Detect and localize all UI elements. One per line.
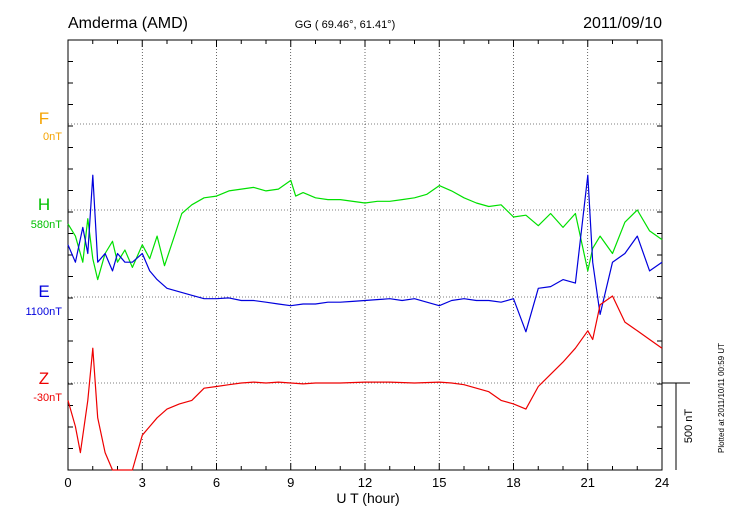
x-tick-labels: 0 3 6 9 12 15 18 21 24 bbox=[64, 475, 669, 490]
plotted-note: Plotted at 2011/10/11 00:59 UT bbox=[717, 343, 726, 453]
series-line-H bbox=[67, 179, 663, 281]
x-tick-label: 15 bbox=[432, 475, 446, 490]
coordinates-label: GG ( 69.46°, 61.41°) bbox=[295, 19, 396, 31]
baseline-label-Z: -30nT bbox=[33, 392, 62, 404]
x-axis-label: U T (hour) bbox=[336, 490, 399, 506]
series-group bbox=[67, 174, 663, 471]
x-tick-label: 24 bbox=[655, 475, 669, 490]
x-tick-label: 18 bbox=[506, 475, 520, 490]
station-title: Amderma (AMD) bbox=[68, 15, 188, 32]
x-tick-label: 0 bbox=[64, 475, 71, 490]
axis-ticks bbox=[67, 39, 663, 471]
scale-bar-label: 500 nT bbox=[683, 409, 695, 444]
grid-lines bbox=[68, 40, 662, 470]
channel-label-Z: Z bbox=[39, 369, 49, 388]
date-label: 2011/09/10 bbox=[583, 15, 662, 32]
channel-label-H: H bbox=[38, 195, 50, 214]
plot-frame bbox=[67, 39, 663, 471]
x-tick-label: 12 bbox=[358, 475, 372, 490]
baseline-label-H: 580nT bbox=[31, 219, 62, 231]
x-tick-label: 21 bbox=[581, 475, 595, 490]
x-tick-label: 9 bbox=[287, 475, 294, 490]
series-line-Z bbox=[67, 295, 663, 471]
x-tick-label: 6 bbox=[213, 475, 220, 490]
x-tick-label: 3 bbox=[139, 475, 146, 490]
series-line-E bbox=[67, 174, 663, 333]
channel-label-F: F bbox=[39, 109, 49, 128]
channel-label-E: E bbox=[38, 282, 49, 301]
baseline-label-F: 0nT bbox=[43, 131, 62, 143]
baseline-label-E: 1100nT bbox=[26, 306, 63, 318]
